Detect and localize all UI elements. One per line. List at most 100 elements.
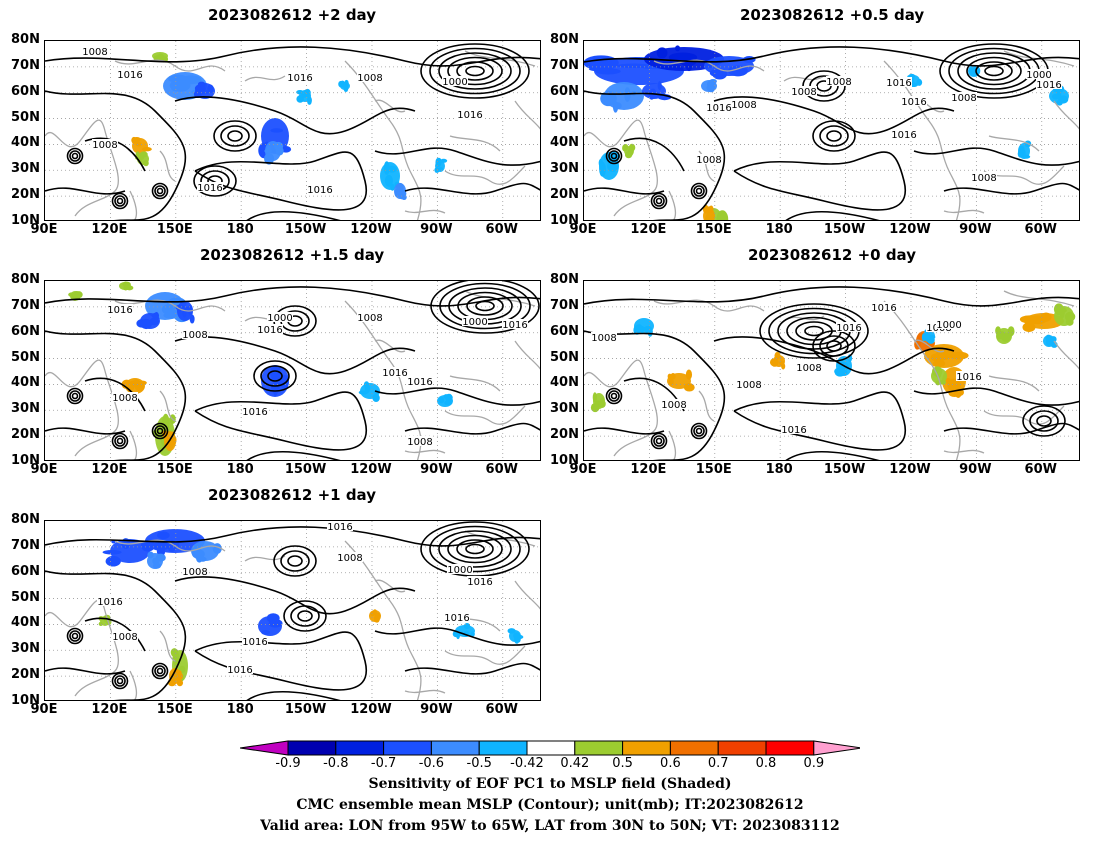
lon-tick-label: 180 bbox=[226, 702, 254, 717]
isobar-label: 1008 bbox=[971, 173, 996, 184]
isobar-label: 1016 bbox=[242, 407, 267, 418]
lon-tick-label: 120W bbox=[350, 702, 392, 717]
lat-tick-label: 30N bbox=[11, 161, 40, 177]
lat-tick-label: 60N bbox=[11, 563, 40, 579]
lon-tick-label: 60W bbox=[485, 702, 518, 717]
isobar-label: 1008 bbox=[112, 632, 137, 643]
lat-tick-label: 10N bbox=[11, 693, 40, 708]
caption-line-2: CMC ensemble mean MSLP (Contour); unit(m… bbox=[296, 797, 804, 813]
lon-tick-label: 150W bbox=[284, 462, 327, 477]
colorbar-swatch bbox=[335, 740, 385, 756]
lat-tick-label: 80N bbox=[11, 272, 40, 287]
lon-tick-label: 90W bbox=[420, 222, 453, 237]
colorbar bbox=[239, 740, 862, 770]
lat-tick-label: 60N bbox=[550, 323, 579, 339]
lon-tick-label: 90W bbox=[959, 222, 992, 237]
lon-tick-label: 180 bbox=[765, 222, 793, 237]
isobar-label: 1000 bbox=[462, 317, 487, 328]
isobar-label: 1016 bbox=[457, 110, 482, 121]
lat-tick-label: 70N bbox=[11, 297, 40, 313]
lon-tick-label: 60W bbox=[485, 222, 518, 237]
colorbar-tick-label: 0.7 bbox=[707, 756, 729, 771]
colorbar-tick-label: 0.6 bbox=[660, 756, 681, 771]
isobar-label: 1016 bbox=[706, 103, 731, 114]
isobar-label: 1000 bbox=[447, 565, 472, 576]
isobar-label: 1016 bbox=[886, 78, 911, 89]
lon-tick-label: 120E bbox=[630, 222, 667, 237]
colorbar-tick-label: -0.5 bbox=[466, 756, 492, 771]
colorbar-swatch bbox=[478, 740, 528, 756]
panel-title-plus1: 2023082612 +1 day bbox=[208, 486, 376, 504]
lon-tick-label: 150E bbox=[695, 222, 732, 237]
isobar-label: 1016 bbox=[227, 665, 252, 676]
lon-tick-label: 120W bbox=[889, 462, 931, 477]
isobar-label: 1016 bbox=[117, 70, 142, 81]
lon-tick-label: 120W bbox=[350, 462, 392, 477]
colorbar-tick-label: -0.8 bbox=[323, 756, 349, 771]
panel-title-plus1-5: 2023082612 +1.5 day bbox=[200, 246, 385, 264]
colorbar-tick-label: 0.42 bbox=[560, 756, 590, 771]
lat-tick-label: 20N bbox=[11, 667, 40, 683]
isobar-label: 1016 bbox=[956, 372, 981, 383]
isobar-label: 1016 bbox=[197, 183, 222, 194]
isobar-label: 1008 bbox=[796, 363, 821, 374]
isobar-label: 1016 bbox=[901, 97, 926, 108]
lon-tick-label: 90E bbox=[30, 702, 58, 717]
lat-tick-label: 70N bbox=[550, 57, 579, 73]
panel-title-plus2: 2023082612 +2 day bbox=[208, 6, 376, 24]
lat-tick-label: 80N bbox=[11, 32, 40, 47]
lon-tick-label: 150W bbox=[284, 702, 327, 717]
isobar-label: 1016 bbox=[97, 597, 122, 608]
isobar-label: 1008 bbox=[337, 553, 362, 564]
lat-tick-label: 80N bbox=[11, 512, 40, 527]
lat-tick-label: 10N bbox=[550, 453, 579, 468]
lat-tick-label: 20N bbox=[550, 427, 579, 443]
lat-tick-label: 60N bbox=[11, 323, 40, 339]
lon-tick-label: 120W bbox=[889, 222, 931, 237]
panel-title-plus0-5: 2023082612 +0.5 day bbox=[740, 6, 925, 24]
lon-tick-label: 150E bbox=[156, 462, 193, 477]
colorbar-tick-label: 0.5 bbox=[612, 756, 633, 771]
lon-tick-label: 150E bbox=[156, 222, 193, 237]
lon-tick-label: 120W bbox=[350, 222, 392, 237]
lon-tick-label: 150E bbox=[156, 702, 193, 717]
lon-tick-label: 180 bbox=[226, 222, 254, 237]
lat-tick-label: 40N bbox=[11, 615, 40, 631]
lon-tick-label: 120E bbox=[91, 702, 128, 717]
lat-tick-label: 30N bbox=[550, 161, 579, 177]
isobar-label: 1016 bbox=[107, 305, 132, 316]
isobar-label: 1016 bbox=[307, 185, 332, 196]
colorbar-swatch bbox=[574, 740, 624, 756]
colorbar-tick-label: -0.7 bbox=[370, 756, 397, 771]
colorbar-swatch bbox=[669, 740, 719, 756]
isobar-label: 1008 bbox=[82, 47, 107, 58]
lon-tick-label: 150W bbox=[284, 222, 327, 237]
lat-tick-label: 40N bbox=[550, 375, 579, 391]
isobar-label: 1000 bbox=[267, 313, 292, 324]
lat-tick-label: 80N bbox=[550, 272, 579, 287]
map-panel-plus0: 1016100810161008100010081008100810161016 bbox=[583, 280, 1080, 461]
lon-tick-label: 150W bbox=[823, 222, 866, 237]
isobar-label: 1008 bbox=[92, 140, 117, 151]
lon-tick-label: 150W bbox=[823, 462, 866, 477]
colorbar-swatch bbox=[287, 740, 337, 756]
isobar-label: 1008 bbox=[112, 393, 137, 404]
colorbar-swatch bbox=[717, 740, 767, 756]
lat-tick-label: 50N bbox=[11, 349, 40, 365]
isobar-label: 1008 bbox=[951, 93, 976, 104]
lat-tick-label: 20N bbox=[550, 187, 579, 203]
caption-line-1: Sensitivity of EOF PC1 to MSLP field (Sh… bbox=[368, 776, 732, 792]
isobar-label: 1000 bbox=[1026, 70, 1051, 81]
lat-tick-label: 50N bbox=[550, 349, 579, 365]
isobar-label: 1016 bbox=[467, 577, 492, 588]
panel-title-plus0: 2023082612 +0 day bbox=[748, 246, 916, 264]
lat-tick-label: 30N bbox=[550, 401, 579, 417]
lon-tick-label: 90E bbox=[569, 222, 597, 237]
isobar-label: 1000 bbox=[442, 77, 467, 88]
lat-tick-label: 40N bbox=[11, 135, 40, 151]
lat-tick-label: 10N bbox=[550, 213, 579, 228]
isobar-label: 1008 bbox=[696, 155, 721, 166]
isobar-label: 1016 bbox=[781, 425, 806, 436]
lat-tick-label: 50N bbox=[11, 589, 40, 605]
lon-tick-label: 180 bbox=[765, 462, 793, 477]
